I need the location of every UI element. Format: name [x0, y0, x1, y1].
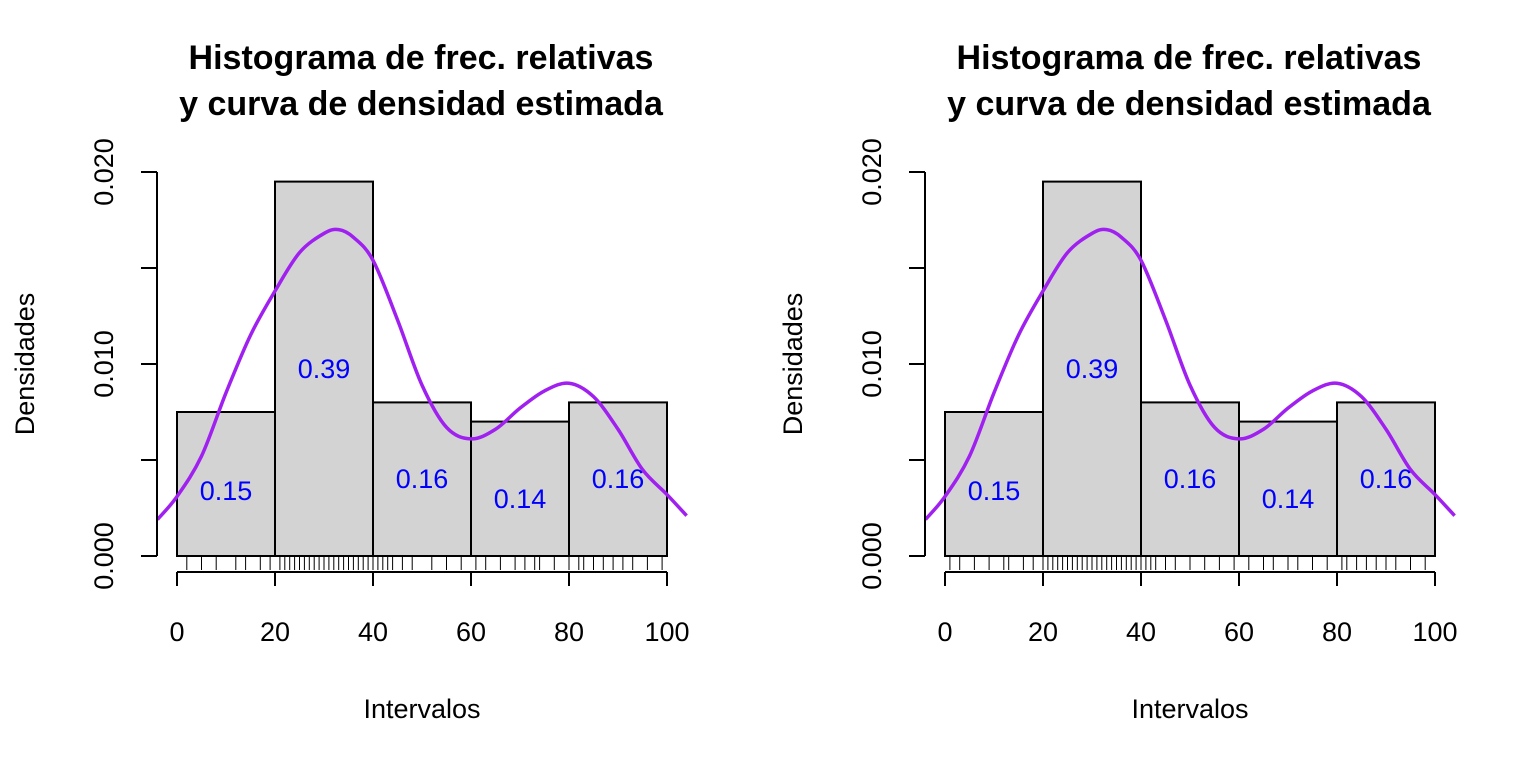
y-tick-label: 0.000: [89, 522, 119, 590]
bar-value-label: 0.39: [1066, 354, 1119, 384]
x-axis-title: Intervalos: [1131, 694, 1248, 724]
density-curve: [156, 227, 688, 521]
plot-area: 0.15 0.39 0.16 0.14 0.16 0.000 0.010 0.020 0 20 40…: [857, 138, 1458, 647]
histogram-bar: [372, 401, 472, 557]
histogram-bar: [944, 411, 1044, 557]
histogram-bar: [274, 180, 374, 557]
chart-panel-left: Histograma de frec. relativas y curva de…: [10, 39, 690, 724]
x-tick-label: 60: [1224, 617, 1254, 647]
x-tick-label: 100: [1412, 617, 1457, 647]
histogram-bar: [1140, 401, 1240, 557]
bar-value-label: 0.16: [592, 464, 645, 494]
chart-panel-right: Histograma de frec. relativas y curva de…: [778, 39, 1458, 724]
bar-value-label: 0.16: [396, 464, 449, 494]
density-curve: [924, 227, 1456, 521]
x-tick-label: 80: [554, 617, 584, 647]
histogram-bar: [176, 411, 276, 557]
y-tick-label: 0.020: [857, 138, 887, 206]
x-tick-label: 80: [1322, 617, 1352, 647]
y-tick-label: 0.010: [857, 330, 887, 398]
x-axis-title: Intervalos: [363, 694, 480, 724]
y-tick-label: 0.010: [89, 330, 119, 398]
x-tick-label: 20: [260, 617, 290, 647]
bar-value-label: 0.14: [1262, 484, 1315, 514]
bar-value-label: 0.39: [298, 354, 351, 384]
y-tick-label: 0.000: [857, 522, 887, 590]
y-tick-label: 0.020: [89, 138, 119, 206]
chart-title-line-2: y curva de densidad estimada: [947, 85, 1432, 123]
bar-value-label: 0.15: [200, 476, 253, 506]
plot-area: 0.15 0.39 0.16 0.14 0.16 0.000 0.010 0.020 0 20 40…: [89, 138, 690, 647]
bar-value-label: 0.16: [1360, 464, 1413, 494]
x-tick-label: 0: [937, 617, 952, 647]
x-tick-label: 20: [1028, 617, 1058, 647]
bar-value-label: 0.14: [494, 484, 547, 514]
x-tick-label: 60: [456, 617, 486, 647]
x-tick-label: 0: [169, 617, 184, 647]
x-tick-label: 40: [1126, 617, 1156, 647]
x-tick-label: 40: [358, 617, 388, 647]
y-axis-title: Densidades: [778, 293, 808, 436]
chart-title-line-1: Histograma de frec. relativas: [957, 39, 1422, 77]
chart-title-line-1: Histograma de frec. relativas: [189, 39, 654, 77]
chart-title-line-2: y curva de densidad estimada: [179, 85, 664, 123]
bar-value-label: 0.16: [1164, 464, 1217, 494]
histogram-bar: [1042, 180, 1142, 557]
y-axis-title: Densidades: [10, 293, 40, 436]
bar-value-label: 0.15: [968, 476, 1021, 506]
x-tick-label: 100: [644, 617, 689, 647]
histogram-bar: [1238, 420, 1338, 557]
